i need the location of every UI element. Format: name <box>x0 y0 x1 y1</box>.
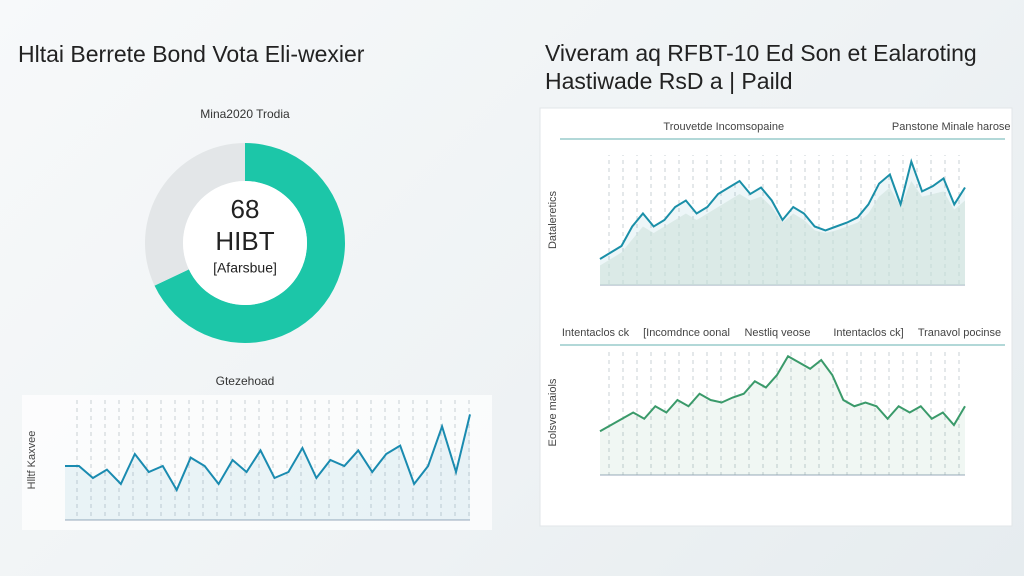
plot-grid <box>600 350 965 475</box>
legend-label: Trouvetde Incomsopaine <box>663 121 784 133</box>
legend-label: Intentaclos ck <box>562 327 630 339</box>
area <box>600 181 965 285</box>
right-title: Viveram aq RFBT-10 Ed Son et Ealaroting <box>545 40 977 66</box>
left-title: Hltai Berrete Bond Vota Eli-wexier <box>18 41 365 67</box>
y-axis-label: Eolsve maiols <box>547 378 559 446</box>
legend-label: [Incomdnce oonal <box>643 327 730 339</box>
right-title: Hastiwade RsD a | Paild <box>545 68 793 94</box>
chart-title: Gtezehoad <box>216 374 275 388</box>
legend-label: Tranavol pocinse <box>918 327 1001 339</box>
area-shade <box>65 414 470 520</box>
line <box>599 158 966 260</box>
donut-hole <box>183 181 307 305</box>
y-axis-label: Dataleretics <box>547 190 559 249</box>
area-shade <box>600 356 965 475</box>
line <box>599 354 966 433</box>
center-value: 68 <box>231 194 260 224</box>
legend-label: Intentaclos ck] <box>833 327 903 339</box>
legend-label: Nestliq veose <box>744 327 810 339</box>
donut-segment <box>154 143 345 343</box>
y-axis-label: Hlltf Kaxvee <box>26 431 38 490</box>
line <box>65 414 471 493</box>
pie-title: Mina2020 Trodia <box>200 107 290 121</box>
center-label: [Afarsbue] <box>213 260 277 276</box>
donut-segment <box>144 143 245 286</box>
center-label: HIBT <box>215 226 274 256</box>
legend-label: Panstone Minale harose <box>892 121 1011 133</box>
